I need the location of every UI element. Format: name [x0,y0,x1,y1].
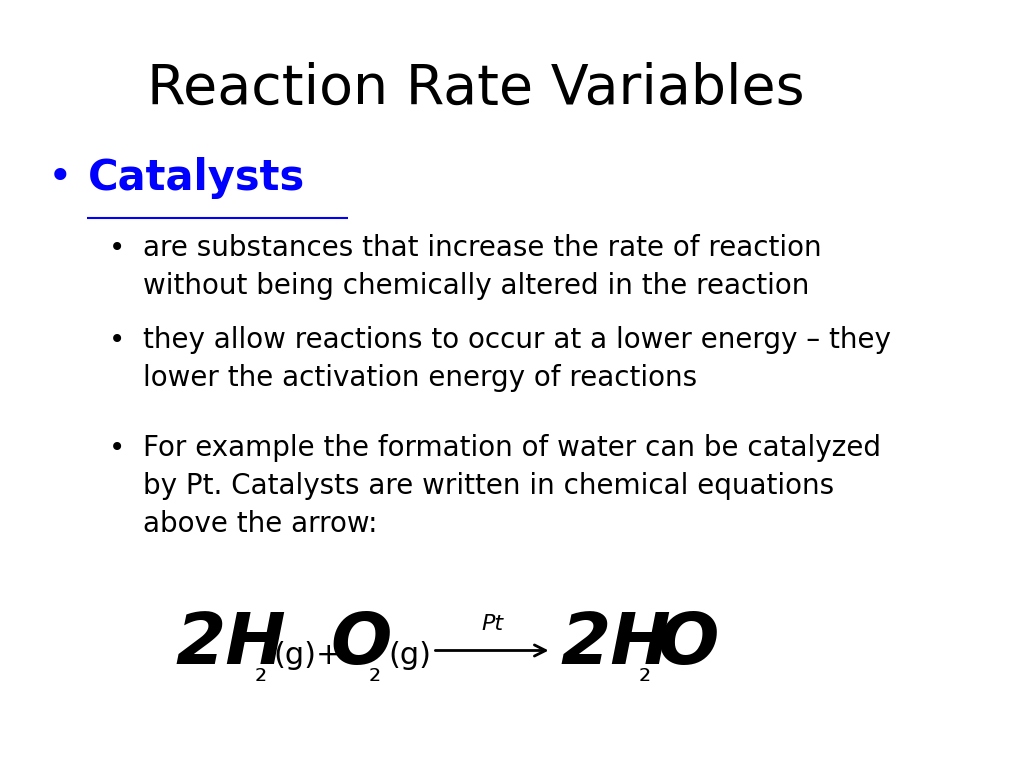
Text: •: • [110,234,126,262]
Text: Pt: Pt [481,614,503,634]
Text: O: O [331,611,392,680]
Text: For example the formation of water can be catalyzed
by Pt. Catalysts are written: For example the formation of water can b… [142,434,881,538]
Text: 2H: 2H [561,611,672,680]
Text: (g): (g) [388,641,431,670]
Text: Reaction Rate Variables: Reaction Rate Variables [146,61,804,115]
Text: O: O [657,611,719,680]
Text: (g)+: (g)+ [273,641,342,670]
Text: are substances that increase the rate of reaction
without being chemically alter: are substances that increase the rate of… [142,234,821,300]
Text: •: • [47,157,72,200]
Text: ₂: ₂ [639,658,651,687]
Text: •: • [110,326,126,354]
Text: •: • [110,434,126,462]
Text: ₂: ₂ [255,658,267,687]
Text: 2H: 2H [176,611,287,680]
Text: ₂: ₂ [369,658,381,687]
Text: they allow reactions to occur at a lower energy – they
lower the activation ener: they allow reactions to occur at a lower… [142,326,891,392]
Text: Catalysts: Catalysts [87,157,305,200]
